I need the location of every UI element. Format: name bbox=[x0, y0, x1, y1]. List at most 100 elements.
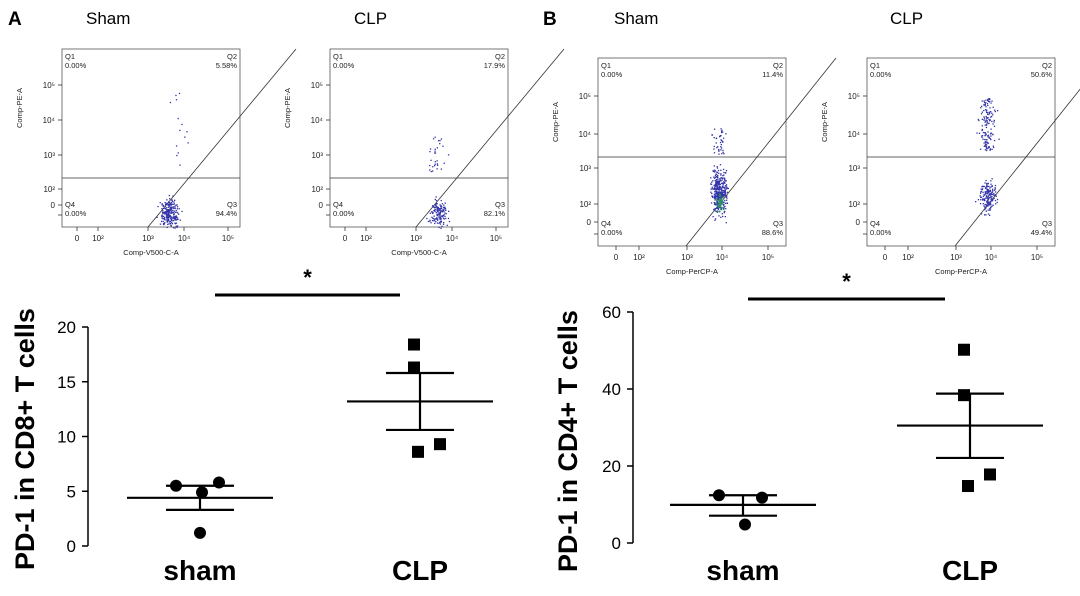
event-point bbox=[986, 139, 988, 141]
event-point bbox=[176, 154, 178, 157]
event-point bbox=[988, 120, 991, 122]
event-point bbox=[987, 195, 989, 197]
event-point bbox=[986, 204, 989, 206]
event-point-dense bbox=[719, 205, 722, 207]
event-point bbox=[981, 135, 984, 137]
event-point-dense bbox=[715, 198, 717, 201]
event-point bbox=[985, 186, 987, 188]
quadrant-name-q1: Q1 bbox=[870, 61, 880, 70]
significance-star: * bbox=[842, 269, 851, 294]
event-point bbox=[716, 192, 718, 195]
event-point bbox=[983, 116, 985, 118]
event-point bbox=[992, 106, 994, 108]
flow-y-axis-label: Comp-PE-A bbox=[283, 88, 292, 128]
event-point bbox=[441, 210, 443, 212]
event-point bbox=[987, 112, 989, 114]
flow-frame bbox=[61, 48, 241, 228]
event-point bbox=[718, 184, 720, 186]
event-point bbox=[174, 218, 176, 221]
event-point bbox=[720, 146, 722, 148]
event-point bbox=[433, 220, 435, 222]
event-point bbox=[179, 129, 181, 132]
event-point bbox=[436, 217, 438, 219]
event-point bbox=[433, 215, 435, 217]
event-point bbox=[448, 220, 451, 223]
event-point bbox=[988, 136, 990, 138]
event-point bbox=[985, 133, 987, 135]
event-point bbox=[984, 145, 987, 147]
event-point bbox=[982, 198, 985, 200]
event-point bbox=[168, 203, 170, 206]
event-point bbox=[713, 196, 715, 198]
event-point bbox=[714, 180, 716, 182]
event-point bbox=[716, 184, 718, 186]
event-point bbox=[717, 184, 719, 186]
event-point bbox=[987, 146, 990, 148]
quadrant-value-q2: 5.58% bbox=[216, 61, 238, 70]
dot-plot-b: 0 20 40 60 sham CLP * bbox=[585, 255, 1065, 596]
event-point bbox=[977, 118, 979, 121]
event-point bbox=[167, 219, 169, 221]
event-point-dense bbox=[719, 203, 721, 206]
event-point bbox=[724, 189, 726, 191]
event-point bbox=[989, 107, 991, 109]
event-point bbox=[713, 187, 716, 189]
event-point bbox=[170, 225, 172, 227]
event-point bbox=[175, 204, 177, 206]
event-point bbox=[175, 99, 178, 101]
y-tick-label: 60 bbox=[602, 303, 621, 322]
event-point bbox=[432, 166, 434, 168]
event-point bbox=[718, 196, 720, 198]
event-point bbox=[719, 136, 721, 138]
event-point bbox=[171, 200, 174, 203]
event-point bbox=[720, 173, 722, 175]
event-point bbox=[993, 189, 996, 191]
event-point bbox=[988, 137, 990, 139]
event-point bbox=[986, 149, 988, 152]
event-point bbox=[726, 202, 728, 204]
event-point bbox=[985, 141, 987, 144]
event-point bbox=[436, 147, 438, 149]
event-point bbox=[989, 214, 991, 216]
event-point bbox=[434, 210, 436, 213]
event-point bbox=[987, 196, 989, 198]
event-point bbox=[986, 123, 988, 125]
event-point bbox=[721, 193, 723, 195]
event-point bbox=[986, 193, 988, 195]
event-point bbox=[441, 225, 443, 227]
event-point bbox=[981, 136, 983, 139]
event-point bbox=[176, 217, 178, 219]
data-point-sham bbox=[213, 476, 225, 489]
event-point bbox=[982, 185, 985, 188]
event-point bbox=[993, 197, 995, 199]
event-point bbox=[995, 191, 997, 193]
event-point-dense bbox=[719, 198, 721, 200]
quadrant-name-q1: Q1 bbox=[601, 61, 611, 70]
event-point bbox=[723, 153, 725, 155]
panel-letter-b: B bbox=[543, 9, 557, 30]
category-label-clp: CLP bbox=[942, 555, 998, 586]
event-point bbox=[162, 205, 164, 207]
category-label-sham: sham bbox=[163, 555, 236, 586]
data-point-sham bbox=[196, 486, 208, 499]
event-point bbox=[991, 198, 993, 200]
event-point bbox=[993, 121, 995, 123]
quadrant-value-q3: 82.1% bbox=[484, 209, 506, 218]
event-point bbox=[990, 138, 992, 141]
event-point bbox=[165, 210, 167, 213]
event-point bbox=[724, 210, 726, 213]
event-point bbox=[164, 212, 166, 214]
x-tick-label: 0 bbox=[614, 253, 619, 262]
quadrant-name-q2: Q2 bbox=[1042, 61, 1052, 70]
event-point bbox=[435, 196, 437, 198]
event-point bbox=[442, 209, 444, 211]
event-point bbox=[170, 208, 172, 211]
event-point bbox=[169, 208, 171, 210]
event-point bbox=[170, 204, 172, 206]
event-point bbox=[718, 172, 720, 174]
event-point bbox=[986, 191, 989, 193]
event-point bbox=[985, 126, 988, 129]
event-point bbox=[724, 185, 726, 187]
event-point bbox=[726, 191, 729, 193]
event-point bbox=[720, 174, 722, 176]
